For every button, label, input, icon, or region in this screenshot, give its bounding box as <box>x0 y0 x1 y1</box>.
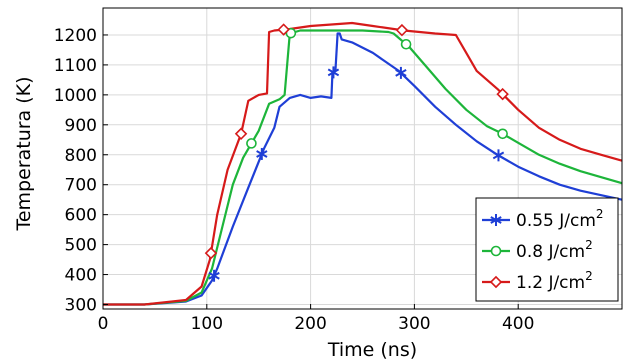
x-axis-label: Time (ns) <box>327 339 417 361</box>
y-tick-label: 700 <box>65 176 97 196</box>
diamond-marker <box>234 127 248 141</box>
y-tick-label: 1200 <box>54 26 97 46</box>
plot-frame <box>102 7 623 310</box>
asterisk-marker <box>492 149 505 162</box>
y-tick-label: 500 <box>65 236 97 256</box>
x-tick-label: 200 <box>294 314 326 334</box>
grid <box>102 8 622 309</box>
legend-label: 1.2 J/cm2 <box>516 269 593 293</box>
diamond-marker <box>489 275 503 289</box>
asterisk-marker <box>395 66 407 79</box>
y-axis-label: Temperatura (K) <box>13 76 35 231</box>
y-tick-label: 300 <box>65 296 97 316</box>
diamond-marker <box>496 87 509 101</box>
y-tick-label: 1100 <box>54 56 97 76</box>
diamond-marker <box>277 23 290 36</box>
y-tick-label: 1000 <box>54 86 97 106</box>
diamond-marker <box>395 23 409 37</box>
asterisk-marker <box>490 214 502 226</box>
x-tick-label: 300 <box>398 314 430 334</box>
circle-marker <box>246 138 257 149</box>
legend-superscript: 2 <box>596 207 604 221</box>
series-line-1 <box>103 32 623 306</box>
y-tick-label: 600 <box>65 206 97 226</box>
x-tick-labels: 0 100 200 300 400 <box>98 304 534 334</box>
series-lines <box>103 21 623 306</box>
y-tick-labels: 300 400 500 600 700 800 900 1000 1100 1200 <box>54 26 108 316</box>
x-tick-label: 0 <box>98 314 109 334</box>
circle-marker <box>490 245 502 257</box>
y-tick-label: 800 <box>65 146 97 166</box>
y-tick-label: 400 <box>65 266 97 286</box>
series-line-3 <box>103 21 623 306</box>
asterisk-marker <box>208 269 220 282</box>
series-line-2 <box>103 29 623 306</box>
circle-marker <box>285 27 297 39</box>
y-tick-label: 900 <box>65 116 97 136</box>
legend-label: 0.8 J/cm2 <box>516 238 593 262</box>
x-tick-label: 400 <box>502 314 534 334</box>
legend-superscript: 2 <box>585 269 593 283</box>
circle-marker <box>400 38 412 50</box>
legend-label: 0.55 J/cm2 <box>516 207 604 231</box>
x-tick-label: 100 <box>191 314 223 334</box>
legend-superscript: 2 <box>585 238 593 252</box>
legend: 0.55 J/cm2 0.8 J/cm2 1.2 J/cm2 <box>475 197 619 302</box>
series-markers <box>204 23 509 282</box>
asterisk-marker <box>256 147 268 160</box>
diamond-marker <box>204 246 218 260</box>
asterisk-marker <box>327 66 340 79</box>
circle-marker <box>497 128 508 140</box>
